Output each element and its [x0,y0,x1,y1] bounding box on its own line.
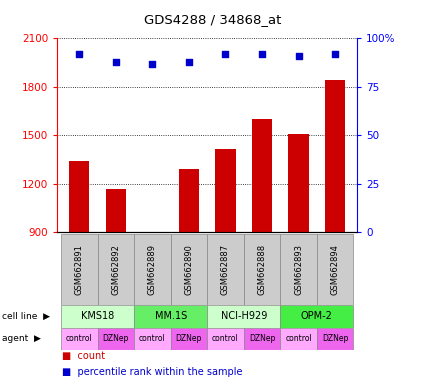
Text: GDS4288 / 34868_at: GDS4288 / 34868_at [144,13,281,26]
Text: KMS18: KMS18 [81,311,114,321]
Bar [106,189,126,378]
Bar [280,234,317,305]
Bar [207,305,280,328]
Bar [317,234,353,305]
Bar [215,149,235,378]
Text: cell line  ▶: cell line ▶ [2,312,50,321]
Text: control: control [212,334,239,343]
Bar [244,234,280,305]
Bar [244,328,280,350]
Text: ■  count: ■ count [62,351,105,361]
Point [113,59,119,65]
Bar [317,328,353,350]
Bar [61,305,134,328]
Text: NCI-H929: NCI-H929 [221,311,267,321]
Bar [61,234,98,305]
Bar [98,234,134,305]
Text: control: control [66,334,93,343]
Text: GSM662888: GSM662888 [258,244,266,295]
Bar [207,328,244,350]
Bar [61,328,98,350]
Text: DZNep: DZNep [103,334,129,343]
Point [186,59,193,65]
Text: control: control [285,334,312,343]
Bar [134,305,207,328]
Text: GSM662893: GSM662893 [294,244,303,295]
Bar [280,305,353,328]
Bar [280,328,317,350]
Text: GSM662891: GSM662891 [75,244,84,295]
Bar [134,234,171,305]
Bar [142,237,162,378]
Bar [171,234,207,305]
Text: GSM662894: GSM662894 [331,244,340,295]
Bar [98,328,134,350]
Bar [134,328,171,350]
Bar [325,80,345,378]
Text: agent  ▶: agent ▶ [2,334,41,343]
Text: OPM-2: OPM-2 [301,311,333,321]
Text: GSM662892: GSM662892 [111,244,120,295]
Point [332,51,338,57]
Point [295,53,302,59]
Text: control: control [139,334,166,343]
Text: DZNep: DZNep [249,334,275,343]
Bar [69,161,89,378]
Bar [171,328,207,350]
Point [222,51,229,57]
Point [258,51,265,57]
Text: DZNep: DZNep [176,334,202,343]
Bar [207,234,244,305]
Bar [289,134,309,378]
Text: GSM662889: GSM662889 [148,244,157,295]
Point [76,51,83,57]
Text: GSM662890: GSM662890 [184,244,193,295]
Text: GSM662887: GSM662887 [221,244,230,295]
Bar [179,169,199,378]
Text: ■  percentile rank within the sample: ■ percentile rank within the sample [62,367,242,377]
Text: MM.1S: MM.1S [155,311,187,321]
Point [149,61,156,67]
Bar [252,119,272,378]
Text: DZNep: DZNep [322,334,348,343]
